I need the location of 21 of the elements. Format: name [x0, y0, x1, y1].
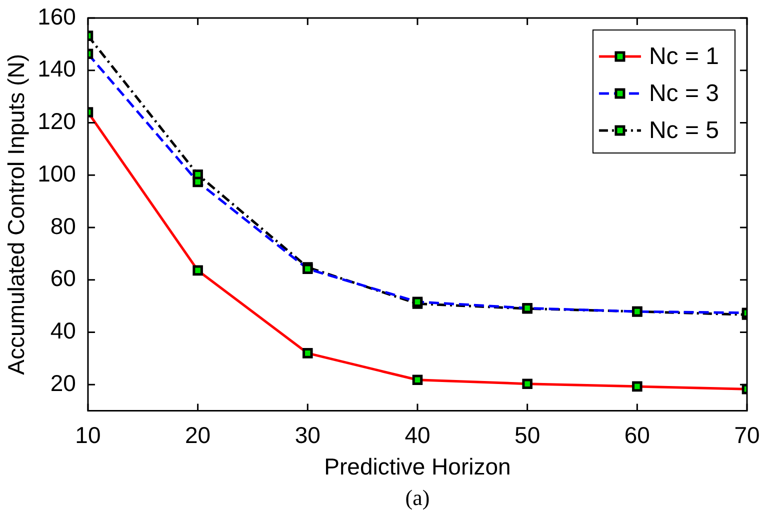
y-tick-label: 100: [38, 160, 76, 186]
x-tick-label: 20: [185, 422, 211, 448]
legend-label: Nc = 1: [648, 43, 719, 70]
x-tick-label: 50: [514, 422, 540, 448]
y-tick-label: 80: [50, 212, 76, 239]
y-axis-title: Accumulated Control Inputs (N): [3, 54, 30, 375]
x-tick-label: 30: [294, 422, 320, 448]
y-tick-label: 120: [38, 108, 76, 134]
y-tick-label: 20: [50, 370, 76, 396]
y-tick-label: 160: [38, 3, 76, 30]
legend-label: Nc = 3: [648, 80, 719, 108]
y-tick-label: 40: [50, 318, 76, 344]
x-tick-label: 60: [624, 422, 650, 448]
legend-label: Nc = 5: [648, 117, 719, 144]
x-tick-label: 10: [75, 422, 101, 448]
x-axis-title: Predictive Horizon: [324, 454, 511, 480]
y-tick-label: 140: [38, 56, 76, 82]
x-tick-label: 40: [404, 422, 430, 448]
text: (a): [405, 484, 430, 510]
y-tick-label: 60: [50, 265, 76, 292]
x-tick-label: 70: [734, 422, 760, 448]
